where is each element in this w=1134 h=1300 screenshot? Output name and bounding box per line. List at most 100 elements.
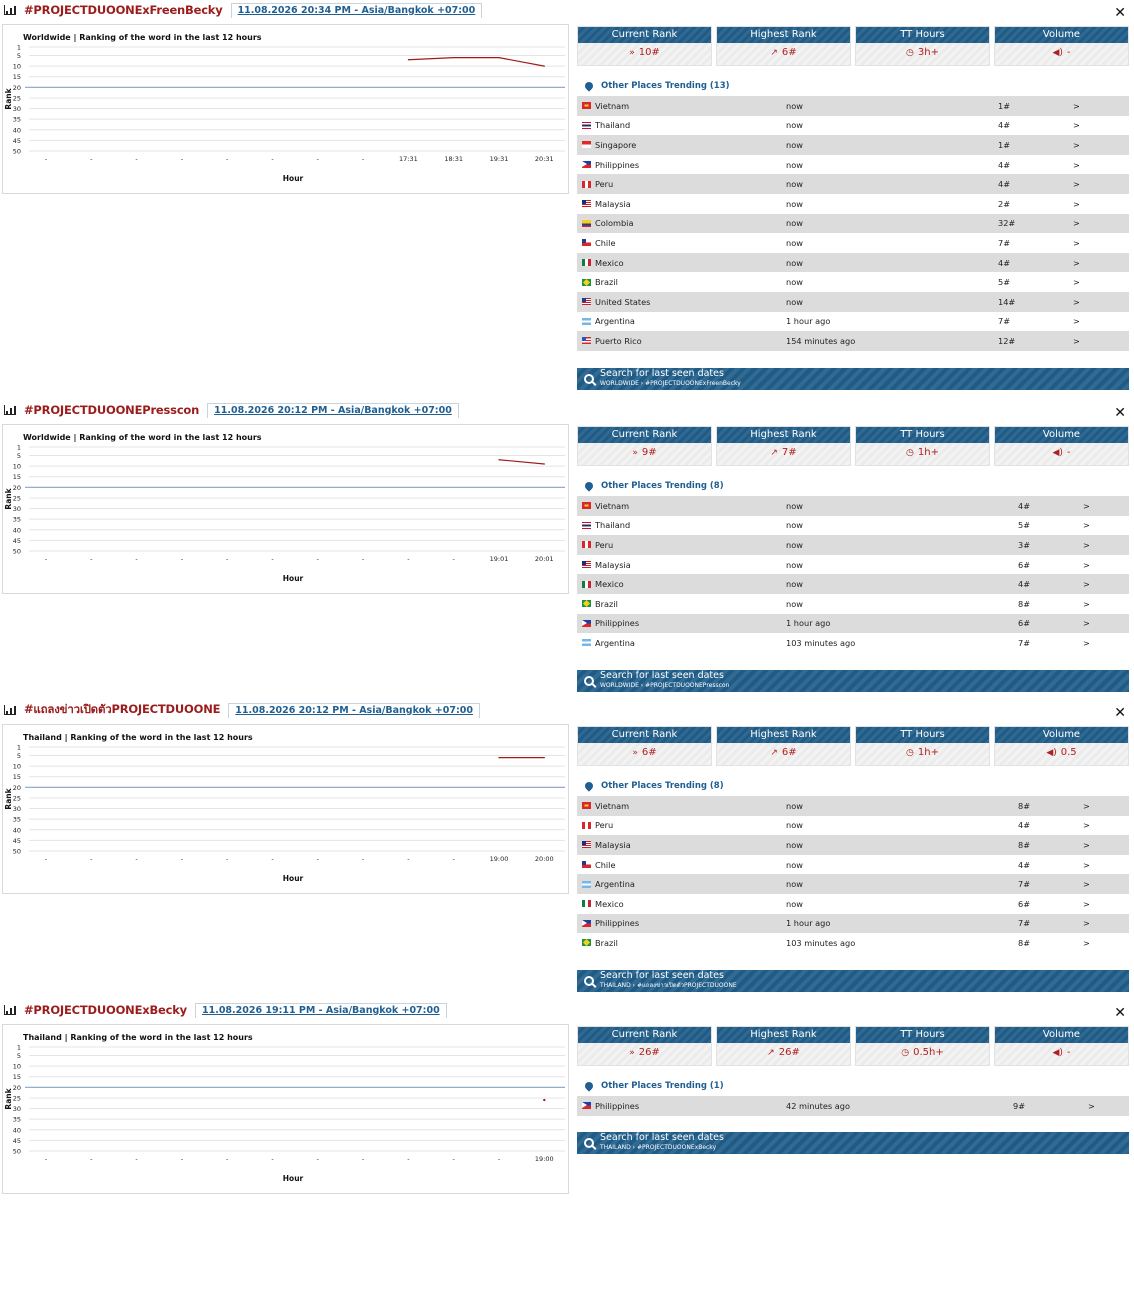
close-icon[interactable]: ✕ xyxy=(1114,5,1126,21)
place-row[interactable]: Mexico now 4# > xyxy=(577,574,1129,594)
place-row[interactable]: Vietnam now 4# > xyxy=(577,496,1129,516)
place-go-arrow[interactable]: > xyxy=(1073,296,1080,307)
place-row[interactable]: Philippines 42 minutes ago 9# > xyxy=(577,1096,1129,1116)
place-row[interactable]: Brazil now 5# > xyxy=(577,272,1129,292)
place-go-arrow[interactable]: > xyxy=(1083,937,1090,948)
place-country-name[interactable]: Brazil xyxy=(595,598,618,609)
place-row[interactable]: Malaysia now 8# > xyxy=(577,835,1129,855)
place-row[interactable]: Thailand now 4# > xyxy=(577,116,1129,136)
place-row[interactable]: Malaysia now 2# > xyxy=(577,194,1129,214)
place-go-arrow[interactable]: > xyxy=(1083,879,1090,890)
place-row[interactable]: Vietnam now 8# > xyxy=(577,796,1129,816)
place-go-arrow[interactable]: > xyxy=(1073,159,1080,170)
place-country-name[interactable]: Mexico xyxy=(595,257,624,268)
close-icon[interactable]: ✕ xyxy=(1114,405,1126,421)
place-go-arrow[interactable]: > xyxy=(1073,316,1080,327)
place-row[interactable]: Philippines now 4# > xyxy=(577,155,1129,175)
place-go-arrow[interactable]: > xyxy=(1083,559,1090,570)
place-row[interactable]: Chile now 7# > xyxy=(577,233,1129,253)
place-country-name[interactable]: Argentina xyxy=(595,879,635,890)
place-go-arrow[interactable]: > xyxy=(1073,120,1080,131)
place-country-name[interactable]: Philippines xyxy=(595,159,640,170)
place-country-name[interactable]: Vietnam xyxy=(595,500,630,511)
trend-title[interactable]: #PROJECTDUOONEPresscon xyxy=(24,403,200,417)
place-country-name[interactable]: United States xyxy=(595,296,651,307)
place-row[interactable]: Malaysia now 6# > xyxy=(577,555,1129,575)
place-country-name[interactable]: Malaysia xyxy=(595,839,631,850)
trend-date-link[interactable]: 11.08.2026 20:34 PM - Asia/Bangkok +07:0… xyxy=(230,2,483,18)
place-row[interactable]: Peru now 3# > xyxy=(577,535,1129,555)
place-row[interactable]: Singapore now 1# > xyxy=(577,135,1129,155)
place-country-name[interactable]: Philippines xyxy=(595,1100,640,1111)
place-row[interactable]: Brazil 103 minutes ago 8# > xyxy=(577,933,1129,953)
place-row[interactable]: Peru now 4# > xyxy=(577,816,1129,836)
place-country-name[interactable]: Thailand xyxy=(595,520,631,531)
trend-title[interactable]: #PROJECTDUOONExBecky xyxy=(24,1003,187,1017)
place-go-arrow[interactable]: > xyxy=(1083,918,1090,929)
search-last-seen-button[interactable]: Search for last seen dates THAILAND › #แถ… xyxy=(577,970,1129,992)
trend-date-link[interactable]: 11.08.2026 19:11 PM - Asia/Bangkok +07:0… xyxy=(194,1002,447,1018)
search-last-seen-button[interactable]: Search for last seen dates WORLDWIDE › #P… xyxy=(577,368,1129,390)
place-go-arrow[interactable]: > xyxy=(1073,257,1080,268)
place-go-arrow[interactable]: > xyxy=(1073,277,1080,288)
place-go-arrow[interactable]: > xyxy=(1083,859,1090,870)
place-row[interactable]: Philippines 1 hour ago 7# > xyxy=(577,913,1129,934)
search-last-seen-button[interactable]: Search for last seen dates WORLDWIDE › #P… xyxy=(577,670,1129,692)
close-icon[interactable]: ✕ xyxy=(1114,705,1126,721)
place-row[interactable]: Mexico now 4# > xyxy=(577,252,1129,273)
place-country-name[interactable]: Brazil xyxy=(595,277,618,288)
place-row[interactable]: United States now 14# > xyxy=(577,291,1129,312)
place-country-name[interactable]: Vietnam xyxy=(595,800,630,811)
place-country-name[interactable]: Argentina xyxy=(595,637,635,648)
place-row[interactable]: Colombia now 32# > xyxy=(577,213,1129,234)
place-country-name[interactable]: Philippines xyxy=(595,918,640,929)
place-go-arrow[interactable]: > xyxy=(1083,539,1090,550)
place-go-arrow[interactable]: > xyxy=(1073,237,1080,248)
place-country-name[interactable]: Singapore xyxy=(595,139,637,150)
place-country-name[interactable]: Chile xyxy=(595,237,616,248)
place-row[interactable]: Thailand now 5# > xyxy=(577,516,1129,536)
place-row[interactable]: Vietnam now 1# > xyxy=(577,96,1129,116)
place-country-name[interactable]: Philippines xyxy=(595,618,640,629)
trend-date-link[interactable]: 11.08.2026 20:12 PM - Asia/Bangkok +07:0… xyxy=(207,402,459,418)
place-go-arrow[interactable]: > xyxy=(1073,218,1080,229)
place-country-name[interactable]: Malaysia xyxy=(595,198,631,209)
trend-date-link[interactable]: 11.08.2026 20:12 PM - Asia/Bangkok +07:0… xyxy=(228,702,480,718)
place-go-arrow[interactable]: > xyxy=(1083,579,1090,590)
place-country-name[interactable]: Brazil xyxy=(595,937,618,948)
place-row[interactable]: Argentina 103 minutes ago 7# > xyxy=(577,633,1129,653)
place-country-name[interactable]: Mexico xyxy=(595,579,624,590)
place-country-name[interactable]: Peru xyxy=(595,539,614,550)
place-country-name[interactable]: Peru xyxy=(595,820,614,831)
place-country-name[interactable]: Malaysia xyxy=(595,559,631,570)
place-row[interactable]: Mexico now 6# > xyxy=(577,894,1129,914)
place-country-name[interactable]: Argentina xyxy=(595,316,635,327)
place-country-name[interactable]: Chile xyxy=(595,859,616,870)
place-go-arrow[interactable]: > xyxy=(1073,139,1080,150)
place-country-name[interactable]: Puerto Rico xyxy=(595,335,642,346)
place-go-arrow[interactable]: > xyxy=(1073,335,1080,346)
place-row[interactable]: Chile now 4# > xyxy=(577,855,1129,875)
place-country-name[interactable]: Peru xyxy=(595,179,614,190)
place-go-arrow[interactable]: > xyxy=(1073,100,1080,111)
place-go-arrow[interactable]: > xyxy=(1083,637,1090,648)
place-go-arrow[interactable]: > xyxy=(1083,598,1090,609)
place-country-name[interactable]: Mexico xyxy=(595,898,624,909)
place-go-arrow[interactable]: > xyxy=(1083,618,1090,629)
place-row[interactable]: Argentina now 7# > xyxy=(577,874,1129,894)
place-row[interactable]: Argentina 1 hour ago 7# > xyxy=(577,312,1129,332)
place-go-arrow[interactable]: > xyxy=(1073,198,1080,209)
place-go-arrow[interactable]: > xyxy=(1088,1100,1095,1111)
place-go-arrow[interactable]: > xyxy=(1083,820,1090,831)
place-go-arrow[interactable]: > xyxy=(1083,839,1090,850)
place-go-arrow[interactable]: > xyxy=(1083,898,1090,909)
close-icon[interactable]: ✕ xyxy=(1114,1005,1126,1021)
place-row[interactable]: Puerto Rico 154 minutes ago 12# > xyxy=(577,331,1129,351)
place-go-arrow[interactable]: > xyxy=(1073,179,1080,190)
place-row[interactable]: Philippines 1 hour ago 6# > xyxy=(577,613,1129,634)
place-go-arrow[interactable]: > xyxy=(1083,800,1090,811)
place-row[interactable]: Brazil now 8# > xyxy=(577,594,1129,614)
place-country-name[interactable]: Colombia xyxy=(595,218,634,229)
place-go-arrow[interactable]: > xyxy=(1083,500,1090,511)
place-country-name[interactable]: Thailand xyxy=(595,120,631,131)
